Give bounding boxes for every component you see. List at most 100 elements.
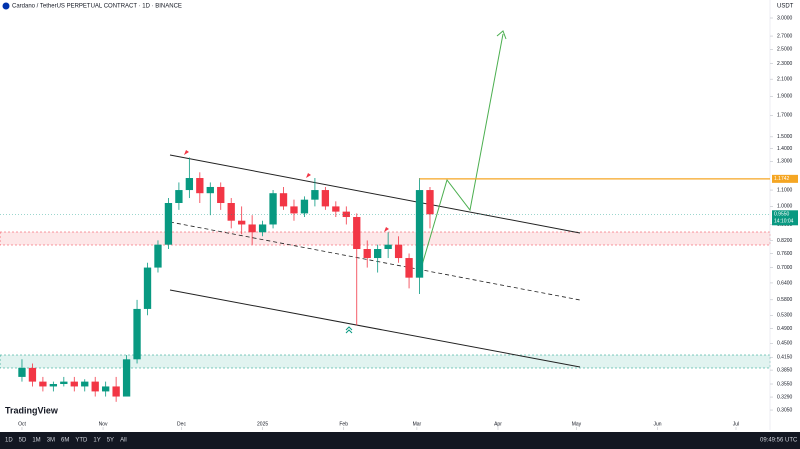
y-tick-label: 0.3550 <box>777 381 793 387</box>
candle-body <box>300 199 309 214</box>
last-price-label: 0.9550 <box>774 212 790 218</box>
y-tick-label: 2.3000 <box>777 61 793 67</box>
candle-body <box>122 359 131 397</box>
candle-body <box>321 190 330 207</box>
y-tick-label: 0.7000 <box>777 265 793 271</box>
countdown: 14:10:04 <box>774 219 794 225</box>
range-button[interactable]: 3M <box>47 438 55 444</box>
y-tick-label: 2.1000 <box>777 76 793 82</box>
candle-body <box>238 220 246 225</box>
candle-body <box>143 267 152 309</box>
range-button[interactable]: YTD <box>75 438 88 444</box>
candle-body <box>353 217 361 250</box>
candle-body <box>248 224 256 233</box>
y-tick-label: 1.7000 <box>777 113 793 119</box>
range-button[interactable]: 1D <box>5 438 13 444</box>
y-tick-label: 0.8200 <box>777 238 793 244</box>
y-tick-label: 1.4000 <box>777 146 793 152</box>
range-button[interactable]: 5Y <box>107 438 114 444</box>
y-tick-label: 2.5000 <box>777 47 793 53</box>
marker <box>384 227 389 232</box>
y-tick-label: 0.5300 <box>777 313 793 319</box>
candle-body <box>49 384 58 387</box>
candle-body <box>81 381 89 387</box>
y-tick-label: 1.1000 <box>777 187 793 193</box>
candle-body <box>394 244 403 259</box>
candle-body <box>102 386 110 392</box>
channel-top <box>169 154 581 234</box>
y-tick-label: 3.0000 <box>777 15 793 21</box>
y-tick-label: 0.7600 <box>777 251 793 257</box>
x-tick-label: Jul <box>733 421 739 427</box>
clock: 09:49:56 UTC <box>760 438 798 444</box>
candle-body <box>258 224 267 233</box>
candle-body <box>206 186 214 194</box>
candle-body <box>91 381 99 392</box>
candle-body <box>185 178 194 191</box>
candle-body <box>415 190 424 278</box>
marker <box>345 326 353 334</box>
x-tick-label: Dec <box>177 421 186 427</box>
candle-body <box>279 193 288 207</box>
candle-body <box>112 386 120 397</box>
y-tick-label: 1.9000 <box>777 94 793 100</box>
candle-body <box>384 244 392 250</box>
y-tick-label: 1.0000 <box>777 204 793 210</box>
candle-body <box>70 381 78 387</box>
candle-body <box>18 367 26 377</box>
candle-body <box>217 186 225 204</box>
candle-body <box>196 178 204 194</box>
x-tick-label: Feb <box>339 421 348 427</box>
x-tick-label: Oct <box>18 421 26 427</box>
y-tick-label: 0.4900 <box>777 326 793 332</box>
candle-body <box>311 190 319 200</box>
marker <box>184 150 189 155</box>
x-tick-label: Nov <box>99 421 108 427</box>
symbol-title: Cardano / TetherUS PERPETUAL CONTRACT · … <box>12 4 182 10</box>
candle-body <box>39 381 47 387</box>
candle-body <box>175 190 183 204</box>
price-line-tag <box>772 174 798 183</box>
resistance-zone <box>0 231 771 246</box>
y-tick-label: 0.5800 <box>777 297 793 303</box>
logo: TradingView <box>5 405 59 415</box>
candle-body <box>363 249 371 259</box>
price-line-label: 1.1742 <box>774 176 790 182</box>
channel-bottom <box>169 289 581 368</box>
y-tick-label: 0.3850 <box>777 367 793 373</box>
range-button[interactable]: 1M <box>32 438 40 444</box>
projection-arrow <box>496 30 507 40</box>
candle-body <box>133 308 141 360</box>
support-zone <box>0 354 771 369</box>
projection-path <box>419 33 504 273</box>
y-tick-label: 2.7000 <box>777 33 793 39</box>
candle-body <box>269 193 277 225</box>
candle-body <box>374 249 382 259</box>
candle-body <box>332 206 340 212</box>
toolbar <box>0 432 800 449</box>
currency: USDT <box>777 4 794 10</box>
candle-body <box>290 206 298 214</box>
x-tick-label: Mar <box>413 421 422 427</box>
x-tick-label: Apr <box>494 421 502 427</box>
y-tick-label: 0.6400 <box>777 280 793 286</box>
candle-body <box>342 211 350 218</box>
last-price-tag <box>772 210 798 226</box>
y-tick-label: 0.3290 <box>777 394 793 400</box>
candle-body <box>154 244 162 268</box>
x-tick-label: May <box>572 421 582 427</box>
candle-body <box>164 203 173 245</box>
candle-body <box>60 381 68 385</box>
range-button[interactable]: All <box>120 438 127 444</box>
y-tick-label: 0.4500 <box>777 341 793 347</box>
range-button[interactable]: 5D <box>19 438 27 444</box>
range-button[interactable]: 6M <box>61 438 69 444</box>
x-tick-label: 2025 <box>257 421 268 427</box>
candle-body <box>426 190 434 215</box>
y-tick-label: 0.3050 <box>777 407 793 413</box>
y-tick-label: 0.4150 <box>777 355 793 361</box>
range-button[interactable]: 1Y <box>93 438 100 444</box>
coin-icon <box>2 2 10 10</box>
